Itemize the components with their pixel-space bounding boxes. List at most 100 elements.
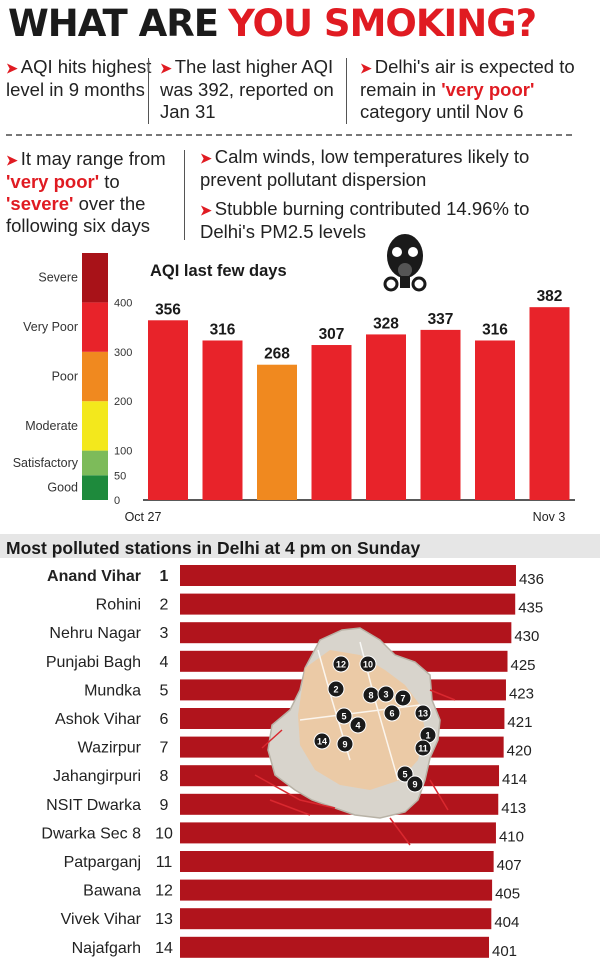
- station-bar: [180, 708, 505, 729]
- map-marker: [414, 704, 432, 722]
- fact-expected: ➤ Delhi's air is expected to remain in 'v…: [360, 56, 584, 123]
- aqi-bar: [529, 307, 570, 500]
- red-arrow-bullet-icon: ➤: [6, 60, 18, 76]
- divider: [346, 58, 347, 124]
- aqi-bar: [202, 340, 243, 500]
- aqi-scale-label: Good: [47, 481, 78, 495]
- station-name: Vivek Vihar: [61, 911, 142, 928]
- station-value: 401: [492, 943, 517, 960]
- station-name: Patparganj: [64, 854, 141, 871]
- station-bar: [180, 565, 516, 586]
- aqi-bar-label: 316: [210, 321, 236, 338]
- station-bar: [180, 650, 508, 672]
- station-rank: 4: [160, 654, 169, 671]
- aqi-scale-tick: 50: [114, 470, 126, 482]
- aqi-bar-label: 382: [537, 288, 563, 305]
- map-marker: [359, 655, 377, 673]
- station-name: Bawana: [83, 883, 141, 900]
- station-value: 407: [497, 857, 522, 874]
- map-marker: [313, 732, 331, 750]
- stations-title-band: [0, 534, 600, 558]
- map-marker-label: 13: [418, 709, 428, 719]
- aqi-scale-tick: 300: [114, 347, 132, 359]
- map-marker-label: 1: [425, 731, 430, 741]
- aqi-bar: [420, 329, 461, 500]
- aqi-scale-band: [82, 475, 108, 500]
- aqi-bar: [311, 345, 352, 500]
- map-marker: [362, 686, 380, 704]
- fact-winds: ➤ Calm winds, low temperatures likely to …: [200, 146, 572, 191]
- map-marker-label: 2: [333, 685, 338, 695]
- headline: WHAT ARE YOU SMOKING?: [8, 2, 537, 45]
- map-marker: [332, 655, 350, 673]
- aqi-bar: [257, 364, 297, 500]
- map-marker-label: 9: [412, 780, 417, 790]
- map-marker: [377, 685, 395, 703]
- station-value: 404: [494, 914, 519, 931]
- fact-last-higher-text: The last higher AQI was 392, reported on…: [160, 56, 334, 122]
- aqi-scale-label: Moderate: [25, 419, 78, 433]
- headline-part1: WHAT ARE: [8, 2, 219, 45]
- map-marker: [335, 707, 353, 725]
- aqi-bar-label: 316: [482, 321, 508, 338]
- station-bar: [180, 822, 496, 844]
- aqi-scale-band: [82, 450, 108, 476]
- map-marker-label: 6: [389, 709, 394, 719]
- station-value: 414: [502, 771, 527, 788]
- station-name: NSIT Dwarka: [46, 797, 141, 814]
- station-value: 425: [511, 657, 536, 674]
- map-marker: [414, 739, 432, 757]
- station-rank: 5: [160, 682, 169, 699]
- aqi-scale-label: Poor: [52, 370, 78, 384]
- station-rank: 6: [160, 711, 169, 728]
- map-marker: [419, 726, 437, 744]
- x-start-label: Oct 27: [125, 510, 162, 524]
- map-marker: [396, 765, 414, 783]
- fact-range-hl2: 'severe': [6, 193, 74, 214]
- station-rank: 12: [155, 883, 173, 900]
- station-bar: [180, 851, 494, 872]
- station-bar: [180, 879, 493, 901]
- map-marker-label: 5: [402, 770, 407, 780]
- fact-aqi-highest-text: AQI hits highest level in 9 months: [6, 56, 152, 100]
- divider: [148, 58, 149, 124]
- station-bar: [180, 793, 499, 815]
- headline-part2: YOU SMOKING?: [228, 2, 537, 45]
- station-value: 413: [501, 800, 526, 817]
- station-name: Mundka: [84, 682, 141, 699]
- aqi-bar-label: 337: [428, 311, 454, 328]
- map-marker: [349, 716, 367, 734]
- map-marker: [394, 689, 412, 707]
- station-value: 420: [507, 743, 532, 760]
- station-value: 421: [507, 714, 532, 731]
- station-name: Nehru Nagar: [49, 625, 141, 642]
- fact-stubble-text: Stubble burning contributed 14.96% to De…: [200, 198, 530, 242]
- station-name: Anand Vihar: [47, 568, 141, 585]
- aqi-scale-label: Very Poor: [23, 320, 78, 334]
- map-marker-label: 4: [355, 721, 360, 731]
- map-marker-label: 7: [400, 694, 405, 704]
- station-bar: [180, 936, 490, 958]
- aqi-bar-label: 307: [319, 326, 345, 343]
- fact-range-mid: to: [99, 171, 120, 192]
- station-value: 423: [509, 685, 534, 702]
- station-bar: [180, 765, 500, 787]
- aqi-scale-label: Severe: [38, 271, 78, 285]
- station-rank: 9: [160, 797, 169, 814]
- aqi-scale-band: [82, 351, 108, 402]
- fact-aqi-highest: ➤ AQI hits highest level in 9 months: [6, 56, 154, 101]
- aqi-scale-band: [82, 302, 108, 352]
- station-name: Punjabi Bagh: [46, 654, 141, 671]
- map-marker: [327, 680, 345, 698]
- aqi-bar-label: 268: [264, 346, 290, 363]
- x-end-label: Nov 3: [533, 510, 566, 524]
- aqi-bar: [366, 334, 406, 500]
- aqi-scale-tick: 400: [114, 297, 132, 309]
- map-marker-label: 14: [317, 737, 327, 747]
- red-arrow-bullet-icon: ➤: [200, 150, 212, 166]
- divider: [184, 150, 185, 240]
- map-marker: [336, 735, 354, 753]
- red-arrow-bullet-icon: ➤: [6, 152, 18, 168]
- fact-expected-post: category until Nov 6: [360, 101, 524, 122]
- aqi-scale-band: [82, 401, 108, 451]
